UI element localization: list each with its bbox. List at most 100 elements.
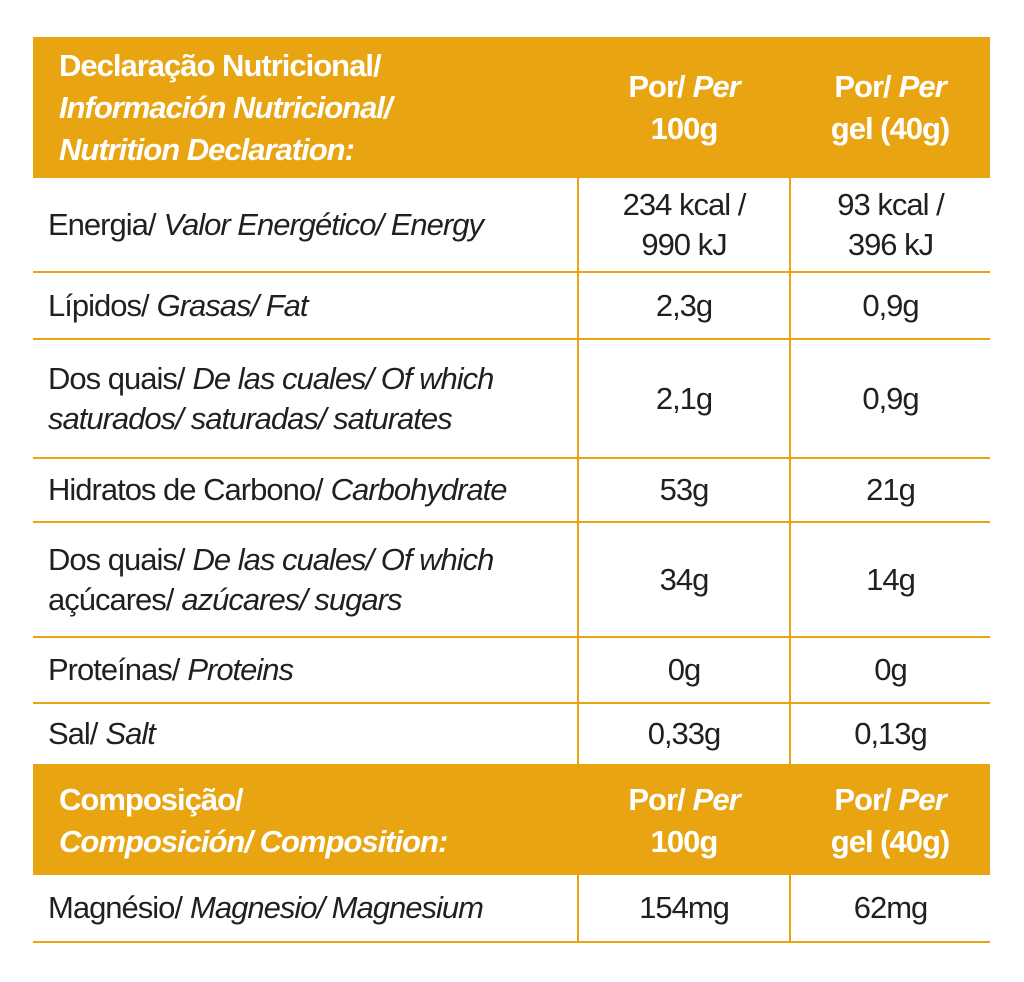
header-cell: Por/Per gel (40g): [790, 37, 990, 178]
text-segment: gel (40g): [830, 110, 950, 146]
text-segment: Por/: [834, 781, 891, 817]
text-line: Dos quais/De las cuales/ Of which: [48, 359, 577, 399]
text-segment: gel (40g): [830, 823, 950, 859]
data-cell: Dos quais/De las cuales/ Of which saturad…: [33, 339, 578, 459]
data-cell: 21g: [789, 458, 990, 523]
data-row: Dos quais/De las cuales/ Of which açúcare…: [33, 522, 990, 638]
cell-text: 0,13g: [854, 716, 928, 751]
data-cell: 14g: [789, 522, 990, 638]
text-line: Por/Per: [790, 779, 990, 821]
data-cell: Sal/Salt: [33, 703, 578, 766]
cell-text: 154mg: [639, 890, 730, 925]
text-line: açúcares/azúcares/ sugars: [48, 580, 577, 620]
text-segment: Por/: [834, 68, 891, 104]
data-cell: Proteínas/Proteins: [33, 637, 578, 704]
text-segment: Declaração Nutricional/: [59, 47, 382, 83]
text-line: 100g: [578, 108, 790, 150]
text-line: gel (40g): [790, 108, 990, 150]
text-segment: 93 kcal /: [837, 186, 944, 222]
text-line: Declaração Nutricional/: [59, 45, 578, 87]
data-row: Dos quais/De las cuales/ Of which saturad…: [33, 339, 990, 459]
text-segment: azúcares/ sugars: [181, 581, 402, 617]
data-row: Energia/Valor Energético/ Energy 234 kcal…: [33, 178, 990, 273]
text-segment: Carbohydrate: [330, 472, 508, 507]
data-row: Lípidos/Grasas/ Fat 2,3g 0,9g: [33, 272, 990, 340]
text-line: Magnésio/Magnesio/ Magnesium: [48, 888, 577, 928]
text-segment: Por/: [628, 781, 685, 817]
header-cell: Por/Per 100g: [578, 37, 790, 178]
data-row: Proteínas/Proteins 0g 0g: [33, 637, 990, 704]
data-cell: 0,33g: [577, 703, 790, 766]
data-cell: 0,9g: [789, 339, 990, 459]
text-line: 100g: [578, 821, 790, 863]
data-cell: 2,3g: [577, 272, 790, 340]
data-cell: 0g: [577, 637, 790, 704]
text-segment: 396 kJ: [847, 226, 934, 262]
text-segment: Proteínas/: [48, 652, 180, 687]
text-line: Proteínas/Proteins: [48, 650, 577, 690]
cell-text: 0,9g: [862, 380, 919, 416]
data-cell: 2,1g: [577, 339, 790, 459]
data-cell: 154mg: [577, 875, 790, 943]
text-segment: Dos quais/: [48, 360, 185, 396]
text-line: 93 kcal /: [791, 185, 990, 225]
text-line: Composição/: [59, 779, 578, 821]
header-cell: Por/Per gel (40g): [790, 765, 990, 875]
data-cell: 62mg: [789, 875, 990, 943]
text-segment: Per: [898, 781, 947, 817]
cell-text: 0,33g: [647, 716, 722, 751]
data-cell: 0,9g: [789, 272, 990, 340]
text-line: Sal/Salt: [48, 714, 577, 754]
text-segment: Nutrition Declaration:: [59, 131, 355, 167]
cell-text: 14g: [866, 561, 916, 597]
cell-text: 2,3g: [655, 287, 713, 323]
text-line: 234 kcal /: [579, 185, 789, 225]
data-row: Sal/Salt 0,33g 0,13g: [33, 703, 990, 766]
text-line: Por/Per: [578, 66, 790, 108]
text-segment: Hidratos de Carbono/: [48, 472, 324, 507]
text-line: Composición/ Composition:: [59, 821, 578, 863]
text-segment: Per: [692, 68, 741, 104]
text-segment: Per: [692, 781, 741, 817]
data-cell: 93 kcal / 396 kJ: [789, 178, 990, 273]
text-line: Energia/Valor Energético/ Energy: [48, 205, 577, 245]
text-segment: Proteins: [187, 652, 294, 687]
text-line: Nutrition Declaration:: [59, 129, 578, 171]
text-line: 990 kJ: [579, 225, 789, 265]
text-segment: saturadas/ saturates: [190, 400, 453, 436]
text-line: gel (40g): [790, 821, 990, 863]
cell-text: 53g: [659, 472, 710, 507]
text-line: Lípidos/Grasas/ Fat: [48, 286, 577, 326]
text-segment: Salt: [105, 716, 155, 751]
cell-text: 0g: [667, 652, 701, 687]
cell-text: 21g: [866, 472, 916, 507]
text-segment: Valor Energético/ Energy: [163, 206, 483, 242]
data-cell: Magnésio/Magnesio/ Magnesium: [33, 875, 578, 943]
data-cell: 0g: [789, 637, 990, 704]
text-segment: Composição/: [59, 781, 244, 817]
text-segment: Composición/ Composition:: [59, 823, 448, 859]
text-segment: saturados/: [48, 400, 184, 436]
text-line: Por/Per: [790, 66, 990, 108]
text-segment: De las cuales/ Of which: [192, 360, 494, 396]
text-segment: De las cuales/ Of which: [192, 541, 494, 577]
header-cell: Composição/Composición/ Composition:: [33, 765, 578, 875]
header-cell: Por/Per 100g: [578, 765, 790, 875]
text-segment: Información Nutricional/: [59, 89, 393, 125]
text-segment: Grasas/ Fat: [156, 287, 309, 323]
data-row: Hidratos de Carbono/Carbohydrate 53g 21g: [33, 458, 990, 523]
header-row: Composição/Composición/ Composition: Por/…: [33, 765, 990, 875]
text-segment: Por/: [628, 68, 685, 104]
data-cell: Hidratos de Carbono/Carbohydrate: [33, 458, 578, 523]
text-line: saturados/saturadas/ saturates: [48, 399, 577, 439]
header-row: Declaração Nutricional/Información Nutri…: [33, 37, 990, 178]
table-body: Declaração Nutricional/Información Nutri…: [33, 37, 990, 943]
text-segment: 990 kJ: [641, 226, 727, 262]
cell-text: 0,9g: [862, 287, 919, 323]
cell-text: 34g: [659, 561, 710, 597]
text-segment: Dos quais/: [48, 541, 185, 577]
text-segment: 100g: [650, 823, 719, 859]
text-segment: açúcares/: [48, 581, 174, 617]
text-segment: Magnesio/ Magnesium: [190, 890, 484, 925]
